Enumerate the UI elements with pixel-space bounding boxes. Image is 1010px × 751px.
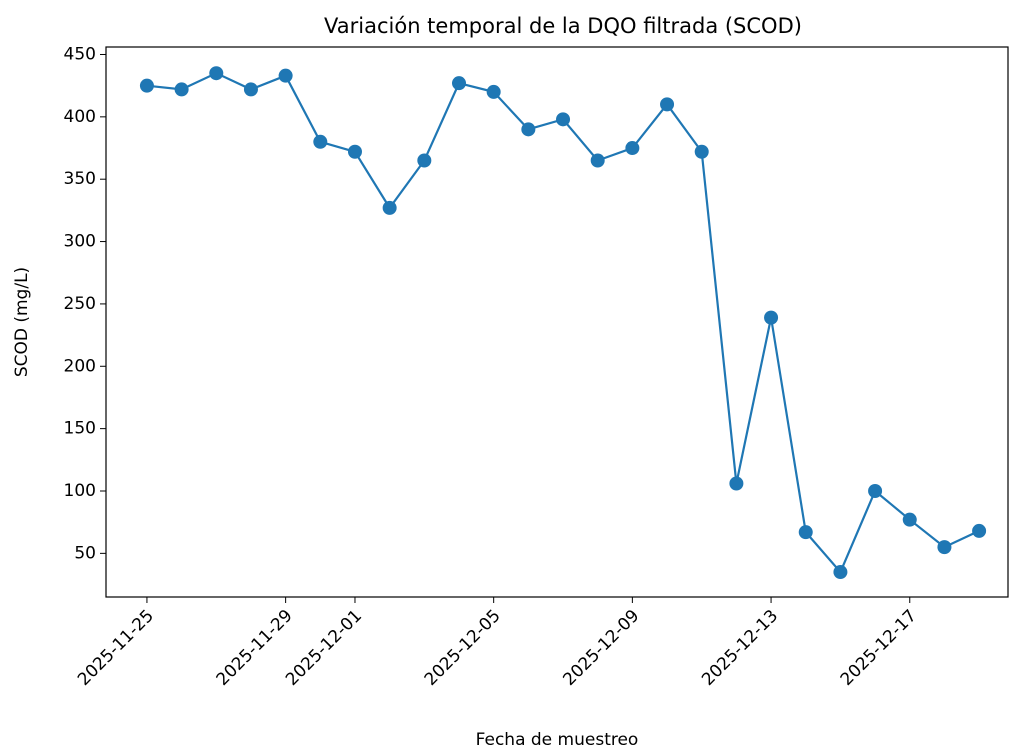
y-axis-label: SCOD (mg/L): [12, 267, 32, 377]
y-tick-label: 400: [64, 107, 96, 127]
x-tick-label: 2025-12-09: [559, 606, 643, 690]
data-point: [347, 144, 362, 159]
x-axis-label: Fecha de muestreo: [476, 730, 639, 750]
y-tick-label: 150: [64, 419, 96, 439]
y-tick-label: 100: [64, 481, 96, 501]
x-tick-label: 2025-11-25: [74, 606, 158, 690]
data-point: [486, 84, 501, 99]
data-point: [174, 82, 189, 97]
data-point: [139, 78, 154, 93]
data-point: [937, 540, 952, 555]
data-point: [209, 66, 224, 81]
data-point: [417, 153, 432, 168]
data-point: [278, 68, 293, 83]
chart-title: Variación temporal de la DQO filtrada (S…: [324, 14, 802, 38]
x-tick-label: 2025-12-17: [837, 606, 921, 690]
series-line: [146, 71, 980, 575]
y-tick-label: 250: [64, 294, 96, 314]
data-point: [764, 310, 779, 325]
x-tick-label: 2025-12-13: [698, 606, 782, 690]
data-point: [521, 122, 536, 137]
plot-frame: [105, 46, 1009, 598]
data-point: [243, 82, 258, 97]
y-tick-label: 200: [64, 356, 96, 376]
data-point: [694, 144, 709, 159]
data-point: [313, 134, 328, 149]
y-tick-label: 350: [64, 169, 96, 189]
y-tick-label: 50: [74, 543, 96, 563]
data-point: [660, 97, 675, 112]
data-point: [729, 476, 744, 491]
data-point: [798, 525, 813, 540]
x-tick-label: 2025-12-05: [421, 606, 505, 690]
data-point: [902, 512, 917, 527]
y-tick-label: 300: [64, 232, 96, 252]
data-point: [868, 483, 883, 498]
data-point: [833, 565, 848, 580]
data-point: [625, 141, 640, 156]
data-point: [556, 112, 571, 127]
y-tick-label: 450: [64, 44, 96, 64]
data-point: [972, 523, 987, 538]
data-point: [590, 153, 605, 168]
data-point: [382, 200, 397, 215]
data-point: [451, 76, 466, 91]
